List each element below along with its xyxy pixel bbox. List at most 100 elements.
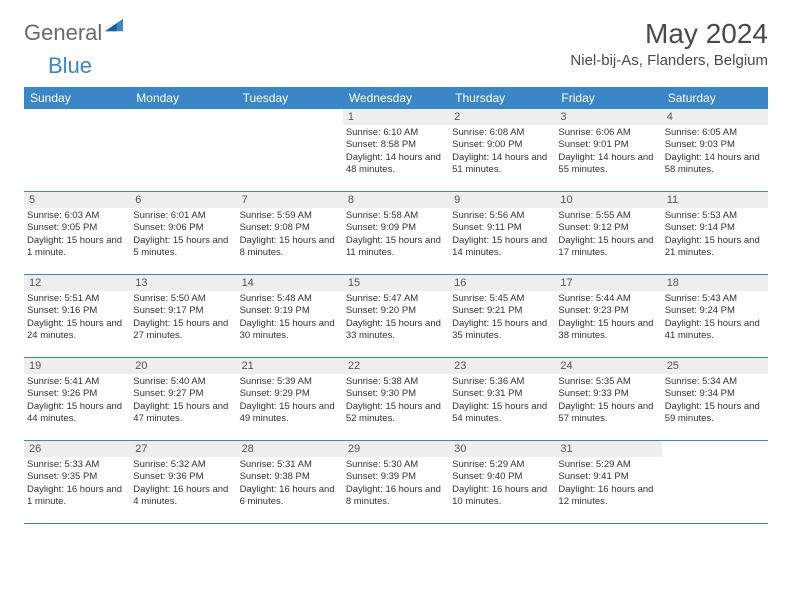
sunset: Sunset: 9:31 PM [452, 388, 552, 400]
sunset: Sunset: 9:26 PM [27, 388, 127, 400]
day-body: Sunrise: 5:39 AMSunset: 9:29 PMDaylight:… [237, 374, 343, 427]
daylight: Daylight: 16 hours and 4 minutes. [133, 484, 233, 509]
day-cell: 14Sunrise: 5:48 AMSunset: 9:19 PMDayligh… [237, 275, 343, 357]
week-row: 12Sunrise: 5:51 AMSunset: 9:16 PMDayligh… [24, 275, 768, 358]
day-body: Sunrise: 5:59 AMSunset: 9:08 PMDaylight:… [237, 208, 343, 261]
day-number: 24 [555, 358, 661, 374]
day-number: 17 [555, 275, 661, 291]
calendar-page: General May 2024 Niel-bij-As, Flanders, … [0, 0, 792, 542]
sunrise: Sunrise: 5:45 AM [452, 293, 552, 305]
daylight: Daylight: 15 hours and 24 minutes. [27, 318, 127, 343]
day-number: 6 [130, 192, 236, 208]
daylight: Daylight: 16 hours and 12 minutes. [558, 484, 658, 509]
logo-triangle-icon [105, 18, 123, 32]
sunrise: Sunrise: 6:01 AM [133, 210, 233, 222]
day-cell: . [237, 109, 343, 191]
dow-saturday: Saturday [662, 87, 768, 109]
calendar: SundayMondayTuesdayWednesdayThursdayFrid… [24, 87, 768, 524]
day-body: Sunrise: 5:36 AMSunset: 9:31 PMDaylight:… [449, 374, 555, 427]
day-body: Sunrise: 6:10 AMSunset: 8:58 PMDaylight:… [343, 125, 449, 178]
daylight: Daylight: 14 hours and 58 minutes. [665, 152, 765, 177]
day-number: 13 [130, 275, 236, 291]
day-number: 10 [555, 192, 661, 208]
dow-thursday: Thursday [449, 87, 555, 109]
day-number: 7 [237, 192, 343, 208]
sunrise: Sunrise: 5:29 AM [452, 459, 552, 471]
day-number: 22 [343, 358, 449, 374]
logo: General [24, 18, 125, 46]
day-body: Sunrise: 5:47 AMSunset: 9:20 PMDaylight:… [343, 291, 449, 344]
sunrise: Sunrise: 6:08 AM [452, 127, 552, 139]
sunrise: Sunrise: 5:55 AM [558, 210, 658, 222]
day-number: 23 [449, 358, 555, 374]
daylight: Daylight: 15 hours and 54 minutes. [452, 401, 552, 426]
sunrise: Sunrise: 5:33 AM [27, 459, 127, 471]
sunrise: Sunrise: 5:59 AM [240, 210, 340, 222]
day-cell: 9Sunrise: 5:56 AMSunset: 9:11 PMDaylight… [449, 192, 555, 274]
day-cell: 2Sunrise: 6:08 AMSunset: 9:00 PMDaylight… [449, 109, 555, 191]
day-body: Sunrise: 5:55 AMSunset: 9:12 PMDaylight:… [555, 208, 661, 261]
day-cell: 20Sunrise: 5:40 AMSunset: 9:27 PMDayligh… [130, 358, 236, 440]
sunrise: Sunrise: 5:51 AM [27, 293, 127, 305]
day-cell: 19Sunrise: 5:41 AMSunset: 9:26 PMDayligh… [24, 358, 130, 440]
sunrise: Sunrise: 5:32 AM [133, 459, 233, 471]
daylight: Daylight: 15 hours and 27 minutes. [133, 318, 233, 343]
sunset: Sunset: 9:30 PM [346, 388, 446, 400]
sunset: Sunset: 9:08 PM [240, 222, 340, 234]
day-body: Sunrise: 5:32 AMSunset: 9:36 PMDaylight:… [130, 457, 236, 510]
day-number: 5 [24, 192, 130, 208]
day-cell: 4Sunrise: 6:05 AMSunset: 9:03 PMDaylight… [662, 109, 768, 191]
daylight: Daylight: 15 hours and 1 minute. [27, 235, 127, 260]
sunrise: Sunrise: 5:31 AM [240, 459, 340, 471]
sunset: Sunset: 9:19 PM [240, 305, 340, 317]
day-cell: 1Sunrise: 6:10 AMSunset: 8:58 PMDaylight… [343, 109, 449, 191]
day-body: Sunrise: 6:06 AMSunset: 9:01 PMDaylight:… [555, 125, 661, 178]
logo-text-2: Blue [48, 53, 92, 79]
month-title: May 2024 [570, 18, 768, 50]
daylight: Daylight: 15 hours and 49 minutes. [240, 401, 340, 426]
sunrise: Sunrise: 5:58 AM [346, 210, 446, 222]
day-number: 25 [662, 358, 768, 374]
sunset: Sunset: 9:35 PM [27, 471, 127, 483]
daylight: Daylight: 14 hours and 48 minutes. [346, 152, 446, 177]
sunset: Sunset: 9:00 PM [452, 139, 552, 151]
logo-text-1: General [24, 20, 102, 46]
day-number: 12 [24, 275, 130, 291]
sunrise: Sunrise: 5:48 AM [240, 293, 340, 305]
daylight: Daylight: 15 hours and 44 minutes. [27, 401, 127, 426]
day-number: 8 [343, 192, 449, 208]
sunset: Sunset: 9:36 PM [133, 471, 233, 483]
day-body: Sunrise: 5:35 AMSunset: 9:33 PMDaylight:… [555, 374, 661, 427]
sunrise: Sunrise: 5:38 AM [346, 376, 446, 388]
day-body: Sunrise: 5:50 AMSunset: 9:17 PMDaylight:… [130, 291, 236, 344]
sunset: Sunset: 9:20 PM [346, 305, 446, 317]
daylight: Daylight: 15 hours and 59 minutes. [665, 401, 765, 426]
day-cell: 17Sunrise: 5:44 AMSunset: 9:23 PMDayligh… [555, 275, 661, 357]
day-body: Sunrise: 5:45 AMSunset: 9:21 PMDaylight:… [449, 291, 555, 344]
day-number: 19 [24, 358, 130, 374]
day-cell: 13Sunrise: 5:50 AMSunset: 9:17 PMDayligh… [130, 275, 236, 357]
day-number: 31 [555, 441, 661, 457]
daylight: Daylight: 15 hours and 41 minutes. [665, 318, 765, 343]
day-body: Sunrise: 5:40 AMSunset: 9:27 PMDaylight:… [130, 374, 236, 427]
sunset: Sunset: 9:14 PM [665, 222, 765, 234]
sunrise: Sunrise: 5:44 AM [558, 293, 658, 305]
daylight: Daylight: 16 hours and 1 minute. [27, 484, 127, 509]
day-number: 28 [237, 441, 343, 457]
sunset: Sunset: 9:17 PM [133, 305, 233, 317]
day-body: Sunrise: 5:43 AMSunset: 9:24 PMDaylight:… [662, 291, 768, 344]
sunrise: Sunrise: 5:43 AM [665, 293, 765, 305]
sunrise: Sunrise: 5:39 AM [240, 376, 340, 388]
day-cell: 3Sunrise: 6:06 AMSunset: 9:01 PMDaylight… [555, 109, 661, 191]
sunset: Sunset: 9:21 PM [452, 305, 552, 317]
day-body: Sunrise: 5:51 AMSunset: 9:16 PMDaylight:… [24, 291, 130, 344]
day-number: 14 [237, 275, 343, 291]
day-body: Sunrise: 5:30 AMSunset: 9:39 PMDaylight:… [343, 457, 449, 510]
day-number: 20 [130, 358, 236, 374]
day-body: Sunrise: 6:08 AMSunset: 9:00 PMDaylight:… [449, 125, 555, 178]
day-body: Sunrise: 5:53 AMSunset: 9:14 PMDaylight:… [662, 208, 768, 261]
title-block: May 2024 Niel-bij-As, Flanders, Belgium [570, 18, 768, 69]
dow-tuesday: Tuesday [237, 87, 343, 109]
sunrise: Sunrise: 6:05 AM [665, 127, 765, 139]
day-body: Sunrise: 5:58 AMSunset: 9:09 PMDaylight:… [343, 208, 449, 261]
